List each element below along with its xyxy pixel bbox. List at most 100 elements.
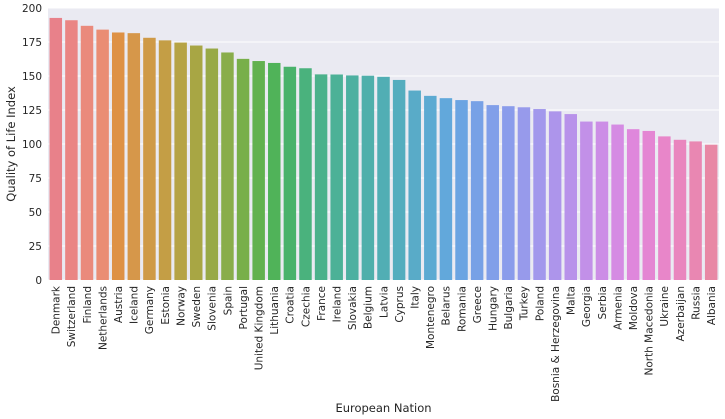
- x-tick-label: Latvia: [378, 286, 390, 318]
- x-tick-label: Malta: [566, 286, 578, 315]
- bar-bosnia-herzegovina: [548, 111, 562, 280]
- bar-hungary: [486, 105, 499, 280]
- bar-moldova: [626, 129, 640, 280]
- bar-united-kingdom: [252, 61, 265, 280]
- bar-lithuania: [268, 62, 281, 280]
- x-tick-label: Cyprus: [394, 286, 406, 323]
- bar-switzerland: [65, 20, 78, 281]
- bar-france: [314, 74, 328, 280]
- x-tick-label: Lithuania: [269, 286, 281, 335]
- x-tick-label: Ireland: [331, 286, 343, 322]
- x-tick-label: Greece: [472, 286, 484, 323]
- bar-georgia: [580, 121, 593, 280]
- x-tick-label: Belgium: [363, 286, 375, 329]
- bar-slovakia: [346, 75, 359, 281]
- bar-ukraine: [658, 136, 671, 280]
- x-tick-label: Czechia: [300, 286, 312, 327]
- x-tick-label: Finland: [82, 286, 94, 324]
- y-tick-label: 125: [22, 105, 42, 117]
- bar-albania: [704, 144, 718, 280]
- bar-greece: [470, 101, 484, 280]
- bar-belarus: [439, 98, 453, 280]
- x-tick-label: Ukraine: [659, 286, 671, 327]
- x-tick-label: Russia: [690, 286, 702, 320]
- bar-czechia: [299, 68, 312, 280]
- x-tick-label: Georgia: [581, 286, 593, 327]
- bar-cyprus: [392, 79, 406, 280]
- x-tick-label: Bulgaria: [503, 286, 515, 330]
- bar-spain: [221, 52, 234, 280]
- x-tick-label: Romania: [456, 286, 468, 332]
- y-tick-label: 0: [35, 275, 42, 287]
- bar-bulgaria: [502, 106, 515, 280]
- x-tick-label: Austria: [113, 286, 125, 323]
- y-tick-label: 75: [29, 173, 42, 185]
- y-tick-label: 50: [29, 207, 42, 219]
- bar-norway: [174, 42, 187, 280]
- y-axis-title: Quality of Life Index: [4, 86, 18, 202]
- y-tick-label: 25: [29, 241, 42, 253]
- x-tick-label: Bosnia & Herzegovina: [550, 286, 562, 402]
- bar-croatia: [283, 66, 297, 280]
- x-tick-label: Croatia: [285, 286, 297, 324]
- x-axis-title: European Nation: [335, 401, 431, 415]
- bar-montenegro: [424, 95, 437, 280]
- x-tick-label: United Kingdom: [253, 286, 265, 370]
- bar-finland: [80, 25, 94, 281]
- bar-austria: [111, 32, 125, 281]
- bar-italy: [408, 90, 421, 280]
- x-tick-label: Belarus: [441, 286, 453, 325]
- bar-netherlands: [96, 29, 109, 281]
- x-tick-label: North Macedonia: [644, 286, 656, 376]
- x-tick-label: Moldova: [628, 286, 640, 330]
- x-tick-label: Slovakia: [347, 286, 359, 330]
- x-tick-label: Azerbaijan: [675, 286, 687, 342]
- y-tick-labels: 0 25 50 75 100 125 150 175 200: [22, 3, 42, 287]
- x-tick-label: Netherlands: [97, 286, 109, 350]
- x-tick-label: Denmark: [51, 285, 63, 334]
- bar-poland: [533, 109, 546, 280]
- bar-estonia: [158, 40, 172, 281]
- bar-germany: [143, 37, 156, 281]
- bar-russia: [689, 141, 702, 280]
- y-tick-label: 100: [22, 139, 42, 151]
- bar-romania: [455, 100, 468, 281]
- bar-portugal: [236, 58, 250, 280]
- bar-malta: [564, 114, 577, 280]
- x-tick-label: Montenegro: [425, 286, 437, 349]
- x-tick-labels: Denmark Switzerland Finland Netherlands Aust…: [51, 285, 718, 402]
- x-tick-label: Germany: [144, 286, 156, 334]
- bar-slovenia: [205, 48, 219, 280]
- x-tick-label: Sweden: [191, 286, 203, 328]
- bar-turkey: [517, 107, 531, 280]
- x-tick-label: Switzerland: [66, 286, 78, 347]
- x-tick-label: Spain: [222, 286, 234, 315]
- x-tick-label: Estonia: [160, 286, 172, 325]
- bar-sweden: [190, 45, 203, 281]
- bar-belgium: [361, 75, 375, 280]
- bar-iceland: [127, 33, 141, 280]
- x-tick-label: Serbia: [597, 286, 609, 319]
- bar-latvia: [377, 76, 390, 280]
- bar-azerbaijan: [673, 139, 687, 280]
- x-tick-label: Poland: [534, 286, 546, 321]
- bars: [49, 17, 718, 281]
- x-tick-label: Turkey: [519, 286, 531, 321]
- bar-ireland: [330, 74, 343, 280]
- bar-denmark: [49, 17, 63, 280]
- bar-north-macedonia: [642, 130, 656, 280]
- x-tick-label: Iceland: [129, 286, 141, 324]
- x-tick-label: Armenia: [612, 286, 624, 330]
- x-tick-label: Italy: [410, 286, 422, 309]
- y-tick-label: 150: [22, 71, 42, 83]
- x-tick-label: Albania: [706, 286, 718, 325]
- bar-serbia: [595, 121, 609, 280]
- x-tick-label: Slovenia: [207, 286, 219, 331]
- x-tick-label: France: [316, 286, 328, 321]
- x-tick-label: Norway: [175, 286, 187, 326]
- bar-armenia: [611, 124, 624, 280]
- y-tick-label: 175: [22, 37, 42, 49]
- y-tick-label: 200: [22, 3, 42, 15]
